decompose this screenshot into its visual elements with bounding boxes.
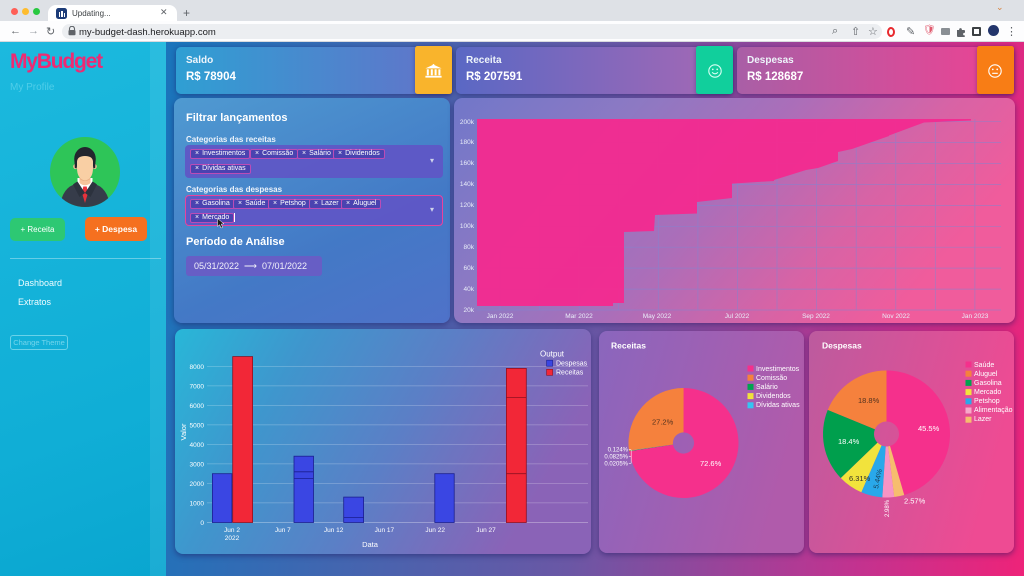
svg-text:80k: 80k	[464, 244, 475, 251]
svg-text:160k: 160k	[460, 160, 475, 167]
svg-text:Jun 12: Jun 12	[324, 527, 344, 534]
svg-text:Jan 2023: Jan 2023	[962, 313, 989, 320]
svg-text:3000: 3000	[190, 461, 205, 468]
svg-text:Comissão: Comissão	[756, 375, 787, 382]
svg-text:Salário: Salário	[756, 384, 778, 391]
svg-text:Investimentos: Investimentos	[756, 366, 800, 373]
svg-text:72.6%: 72.6%	[700, 459, 722, 468]
svg-text:Lazer: Lazer	[974, 416, 992, 423]
svg-text:2000: 2000	[190, 481, 205, 488]
svg-text:Jan 2022: Jan 2022	[487, 313, 514, 320]
svg-text:40k: 40k	[464, 286, 475, 293]
svg-text:5000: 5000	[190, 422, 205, 429]
svg-text:200k: 200k	[460, 119, 475, 126]
svg-text:18.4%: 18.4%	[838, 437, 860, 446]
svg-text:180k: 180k	[460, 139, 475, 146]
svg-text:Jun 2: Jun 2	[224, 527, 240, 534]
svg-text:2.57%: 2.57%	[904, 497, 926, 506]
svg-text:6.31%: 6.31%	[849, 474, 871, 483]
svg-text:Receitas: Receitas	[611, 341, 646, 351]
svg-text:60k: 60k	[464, 265, 475, 272]
svg-text:Jun 7: Jun 7	[275, 527, 291, 534]
svg-text:Receitas: Receitas	[556, 370, 584, 377]
svg-text:Jun 17: Jun 17	[375, 527, 395, 534]
svg-text:Valor: Valor	[179, 423, 188, 440]
svg-text:7000: 7000	[190, 383, 205, 390]
svg-text:1000: 1000	[190, 500, 205, 507]
svg-text:100k: 100k	[460, 223, 475, 230]
svg-text:0.124%: 0.124%	[608, 448, 629, 454]
svg-text:Alimentação: Alimentação	[974, 407, 1013, 414]
svg-text:0: 0	[200, 520, 204, 527]
svg-text:2.98%: 2.98%	[885, 499, 891, 517]
svg-text:Dividendos: Dividendos	[756, 393, 791, 400]
svg-text:Data: Data	[362, 540, 379, 549]
svg-text:Output: Output	[540, 350, 565, 359]
svg-text:Despesas: Despesas	[822, 341, 862, 351]
svg-text:18.8%: 18.8%	[858, 396, 880, 405]
svg-text:140k: 140k	[460, 181, 475, 188]
svg-text:0.0825%: 0.0825%	[604, 455, 628, 461]
svg-text:Gasolina: Gasolina	[974, 380, 1002, 387]
svg-text:Sep 2022: Sep 2022	[802, 313, 830, 320]
svg-text:5.44%: 5.44%	[873, 469, 884, 490]
svg-text:Dívidas ativas: Dívidas ativas	[756, 402, 800, 409]
svg-text:4000: 4000	[190, 442, 205, 449]
svg-text:Despesas: Despesas	[556, 361, 588, 368]
svg-text:Jul 2022: Jul 2022	[725, 313, 750, 320]
svg-text:Jun 27: Jun 27	[476, 527, 496, 534]
svg-text:8000: 8000	[190, 364, 205, 371]
svg-text:Jun 22: Jun 22	[425, 527, 445, 534]
svg-text:120k: 120k	[460, 202, 475, 209]
svg-text:Petshop: Petshop	[974, 398, 1000, 405]
svg-text:Mercado: Mercado	[974, 389, 1001, 396]
svg-text:Aluguel: Aluguel	[974, 371, 998, 378]
svg-text:0.0205%: 0.0205%	[604, 462, 628, 468]
svg-text:27.2%: 27.2%	[652, 418, 674, 427]
svg-text:May 2022: May 2022	[643, 313, 672, 320]
svg-text:20k: 20k	[464, 307, 475, 314]
svg-text:Saúde: Saúde	[974, 362, 994, 369]
svg-text:6000: 6000	[190, 403, 205, 410]
svg-text:45.5%: 45.5%	[918, 424, 940, 433]
svg-text:Mar 2022: Mar 2022	[565, 313, 593, 320]
svg-text:Nov 2022: Nov 2022	[882, 313, 910, 320]
svg-text:2022: 2022	[225, 535, 240, 542]
